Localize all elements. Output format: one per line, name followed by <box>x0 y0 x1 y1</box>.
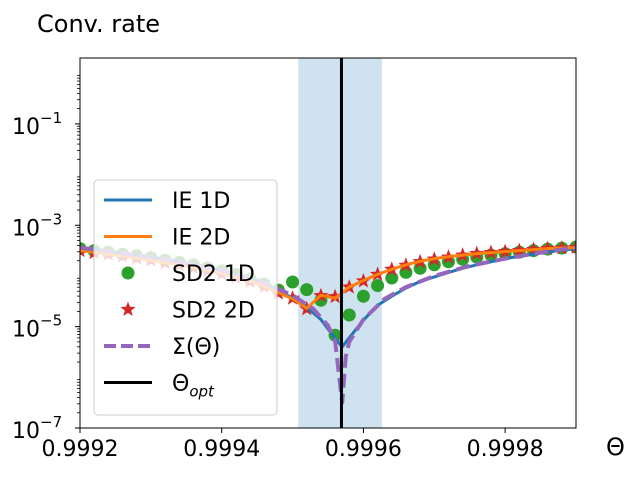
legend-box <box>93 179 278 416</box>
legend-label: SD2 2D <box>172 299 255 324</box>
legend-entry-sd2-2d: SD2 2D <box>120 299 255 324</box>
legend-entry-sd2-1d: SD2 1D <box>121 262 255 287</box>
legend: IE 1D IE 2D SD2 1D SD2 2D Σ(Θ) Θopt <box>93 179 278 416</box>
legend-entry-ie-2d: IE 2D <box>104 226 230 251</box>
data-point <box>286 275 300 289</box>
y-tick-label: 10−3 <box>12 210 62 241</box>
chart-title: Conv. rate <box>37 10 160 38</box>
data-point <box>327 288 343 304</box>
legend-label: SD2 1D <box>172 262 255 287</box>
legend-swatch <box>120 301 136 316</box>
data-point <box>371 279 385 293</box>
x-tick-label: 0.9996 <box>325 437 402 462</box>
legend-entry-sigma: Σ(Θ) <box>104 335 220 360</box>
legend-label: IE 1D <box>172 189 230 214</box>
y-tick-label: 10−5 <box>12 312 62 343</box>
y-tick-label: 10−1 <box>12 109 62 140</box>
data-point <box>300 283 314 297</box>
x-tick-label: 0.9994 <box>183 437 260 462</box>
data-point <box>342 308 356 322</box>
legend-label: Θopt <box>172 372 215 401</box>
x-axis-label: Θ <box>606 433 625 461</box>
axes: 0.9992 0.9994 0.9996 0.9998 10−1 10−3 10−5 10−7 <box>12 57 577 462</box>
legend-label: Σ(Θ) <box>172 335 220 360</box>
legend-entry-opt: Θopt <box>104 372 215 401</box>
legend-swatch <box>121 266 135 280</box>
axes-frame <box>79 57 577 429</box>
x-tick-label: 0.9998 <box>467 437 544 462</box>
y-tick-label: 10−7 <box>12 413 62 444</box>
x-tick-label: 0.9992 <box>42 437 119 462</box>
legend-entry-ie-1d: IE 1D <box>104 189 230 214</box>
legend-label: IE 2D <box>172 226 230 251</box>
data-point <box>385 271 399 285</box>
data-point <box>356 289 370 303</box>
